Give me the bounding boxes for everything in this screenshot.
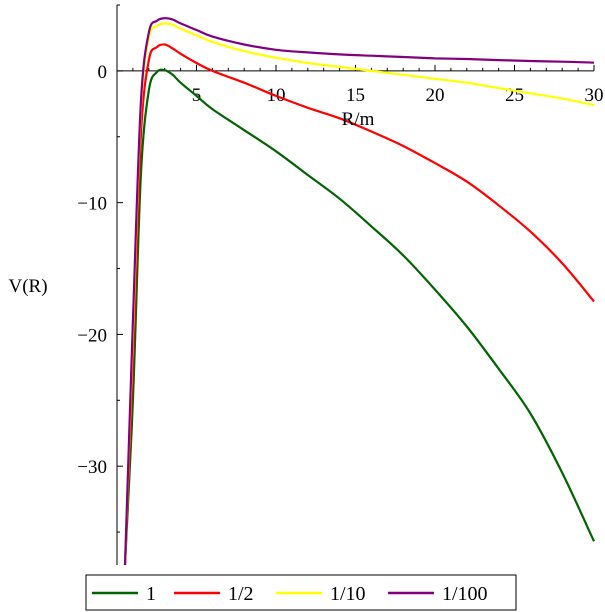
y-tick-label: −20 [77, 325, 107, 346]
series-line-1-2 [123, 43, 595, 566]
y-tick-label: 0 [98, 62, 108, 83]
series-line-1 [123, 68, 595, 566]
legend-label: 1/10 [330, 583, 366, 605]
series-lines [123, 17, 595, 566]
x-tick-label: 15 [346, 85, 365, 106]
legend-label: 1 [146, 583, 156, 605]
x-tick-label: 30 [585, 85, 604, 106]
x-axis-label: R/m [342, 109, 375, 130]
legend: 1 1/2 1/10 1/100 [85, 574, 517, 611]
y-axis-label: V(R) [8, 276, 47, 297]
legend-label: 1/2 [228, 583, 254, 605]
y-tick-label: −30 [77, 457, 107, 478]
legend-label: 1/100 [442, 583, 488, 605]
y-ticks: 0 −10 −20 −30 [77, 4, 123, 533]
legend-items: 1 1/2 1/10 1/100 [92, 583, 488, 605]
y-tick-label: −10 [77, 194, 107, 215]
plot-area: 0−10−20−30 5 10 15 20 25 30 [77, 4, 604, 566]
x-tick-label: 20 [426, 85, 445, 106]
series-line-1-100 [123, 17, 595, 566]
x-tick-label: 25 [505, 85, 524, 106]
